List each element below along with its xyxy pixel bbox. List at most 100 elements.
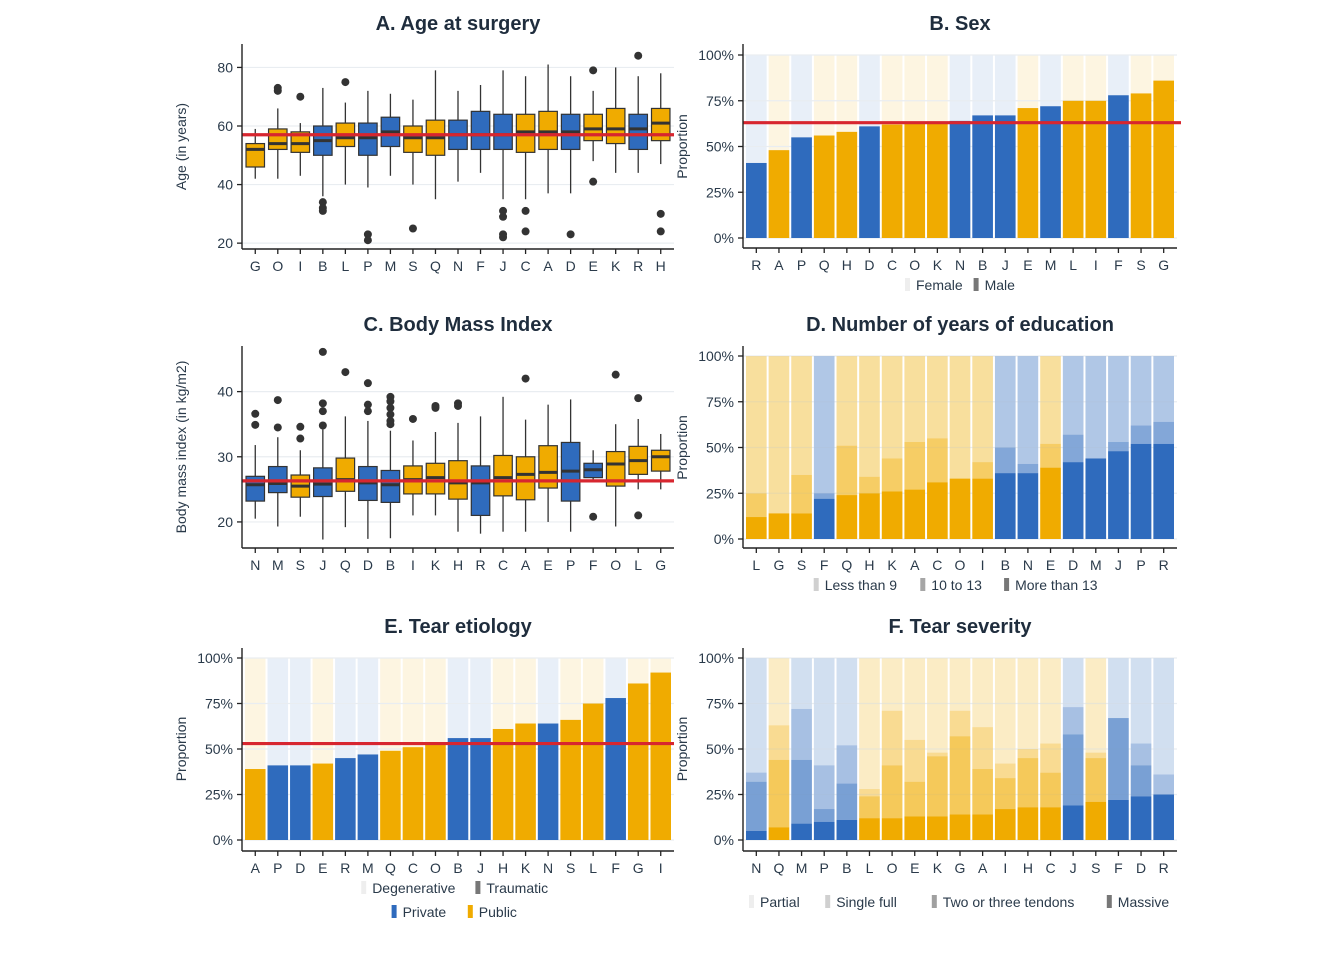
box-F — [470, 85, 491, 173]
bar-segment-partial — [813, 658, 835, 766]
bar-segment-traumatic — [470, 738, 491, 840]
box-P — [560, 399, 581, 532]
legend-key — [813, 578, 819, 591]
bar-B — [447, 738, 469, 840]
bar-segment-massive — [836, 819, 858, 840]
x-tick-label: B — [842, 860, 851, 876]
bar-segment-single-full — [791, 708, 812, 760]
outlier-point — [341, 368, 350, 377]
legend-label: Degenerative — [372, 880, 455, 896]
box-body — [267, 128, 288, 151]
bar-segment-two-or-three-tendons — [768, 759, 790, 828]
y-tick-label: 50% — [706, 440, 734, 456]
bar-segment-male — [836, 131, 858, 238]
bar-segment-traumatic — [627, 683, 649, 840]
bar-D — [290, 765, 311, 840]
x-tick-label: G — [1158, 257, 1169, 273]
bar-segment-10-to-13 — [1040, 443, 1061, 468]
bar-segment-10-to-13 — [791, 474, 812, 514]
bar-segment-more-than-13 — [994, 473, 1016, 539]
bar-segment-two-or-three-tendons — [949, 736, 971, 815]
bar-G — [1153, 80, 1174, 239]
bar-J — [1108, 356, 1129, 539]
outlier-point — [296, 434, 305, 443]
x-tick-label: Q — [385, 860, 396, 876]
x-tick-label: G — [250, 258, 261, 274]
bar-R — [746, 162, 767, 238]
bar-O — [904, 122, 926, 238]
box-E — [583, 66, 603, 186]
y-tick-label: 40 — [217, 177, 233, 193]
x-tick-label: C — [932, 557, 942, 573]
outlier-point — [589, 66, 598, 75]
bar-segment-less-than-9 — [1062, 356, 1084, 435]
x-tick-label: P — [820, 860, 829, 876]
bar-segment-single-full — [813, 765, 835, 810]
legend-label: Public — [479, 904, 517, 920]
bar-segment-10-to-13 — [746, 493, 767, 518]
x-tick-label: E — [1023, 257, 1032, 273]
bar-segment-less-than-9 — [1017, 356, 1039, 464]
legend-key — [391, 905, 397, 918]
bar-segment-massive — [1153, 794, 1174, 840]
box-A — [515, 374, 536, 532]
box-L — [335, 78, 356, 185]
bar-segment-traumatic — [650, 672, 671, 840]
legend-key — [361, 881, 367, 894]
y-tick-label: 50% — [706, 139, 734, 155]
x-tick-label: J — [477, 860, 484, 876]
bar-segment-traumatic — [312, 763, 334, 840]
outlier-point — [521, 374, 530, 383]
outlier-point — [521, 206, 530, 215]
bar-segment-partial — [881, 658, 903, 711]
bar-F — [1108, 658, 1129, 840]
x-tick-label: C — [887, 257, 897, 273]
bar-A — [904, 356, 926, 539]
bar-P — [267, 765, 289, 840]
x-tick-label: M — [385, 258, 397, 274]
x-tick-label: M — [362, 860, 374, 876]
bar-M — [1040, 106, 1061, 239]
legend-label: Female — [916, 277, 963, 293]
y-axis-label: Body mass index (in kg/m2) — [173, 361, 189, 534]
bar-segment-less-than-9 — [904, 356, 926, 443]
bar-S — [560, 719, 581, 840]
x-tick-label: R — [751, 257, 761, 273]
box-H — [448, 399, 468, 532]
x-tick-label: L — [752, 557, 760, 573]
bar-segment-two-or-three-tendons — [1085, 758, 1107, 802]
legend-label: More than 13 — [1015, 577, 1098, 593]
outlier-point — [318, 198, 327, 207]
x-tick-label: P — [566, 557, 575, 573]
outlier-point — [656, 227, 665, 236]
bar-segment-two-or-three-tendons — [1040, 772, 1061, 808]
x-tick-label: H — [656, 258, 666, 274]
y-axis-label: Age (in years) — [173, 103, 189, 190]
x-tick-label: Q — [774, 860, 785, 876]
bar-segment-massive — [791, 823, 812, 840]
bar-segment-partial — [949, 658, 971, 711]
bar-S — [1085, 658, 1107, 840]
outlier-point — [589, 177, 598, 186]
box-M — [380, 93, 401, 176]
x-tick-label: M — [1045, 257, 1057, 273]
x-tick-label: D — [363, 557, 373, 573]
outlier-point — [363, 407, 372, 416]
x-tick-label: A — [910, 557, 920, 573]
bar-segment-less-than-9 — [1153, 356, 1174, 422]
bar-segment-more-than-13 — [1153, 443, 1174, 539]
outlier-point — [408, 414, 417, 423]
bar-M — [1085, 356, 1107, 539]
bar-segment-two-or-three-tendons — [994, 778, 1016, 810]
bar-segment-partial — [1062, 658, 1084, 708]
x-tick-label: L — [634, 557, 642, 573]
bar-segment-traumatic — [245, 769, 266, 840]
bar-R — [1153, 356, 1174, 539]
bar-segment-male — [1153, 80, 1174, 239]
bar-segment-10-to-13 — [813, 493, 835, 499]
box-F — [583, 450, 603, 521]
bar-segment-two-or-three-tendons — [1108, 718, 1129, 800]
bar-S — [1130, 93, 1152, 239]
x-tick-label: N — [453, 258, 463, 274]
x-tick-label: E — [1046, 557, 1055, 573]
